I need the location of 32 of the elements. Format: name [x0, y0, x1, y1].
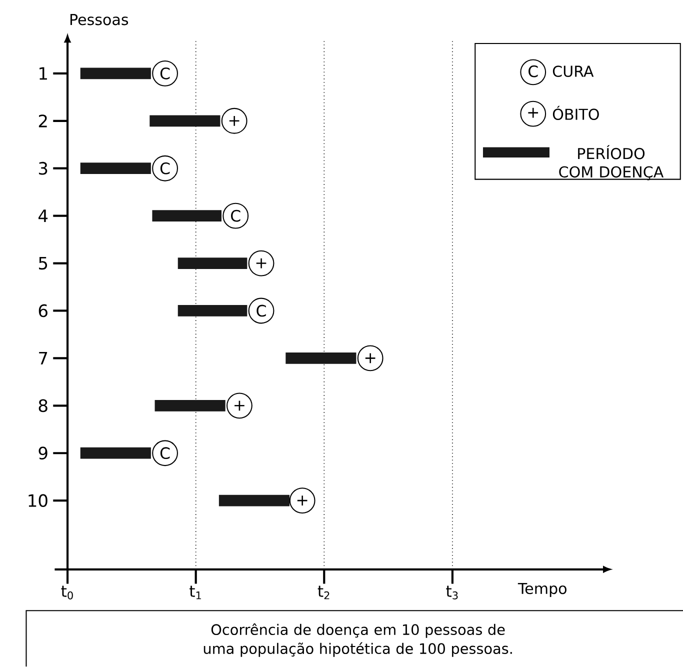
data-label: C [160, 162, 170, 174]
data-label: C [160, 447, 170, 460]
y-tick-label: 3 [38, 162, 48, 175]
y-tick-label: 6 [38, 304, 48, 318]
y-tick-label: 10 [28, 494, 48, 508]
y-tick-label: 9 [38, 446, 48, 460]
x-tick-label: t$_{1}$ [190, 586, 201, 600]
data-label: + [297, 496, 308, 506]
text: Ocorrência de doença em 10 pessoas de uma população hipotética de 100 pessoas. [204, 624, 512, 658]
x-tick-label: t$_{0}$ [61, 586, 73, 600]
y-tick-label: 1 [40, 67, 47, 80]
data-label: C [160, 68, 170, 80]
text: + [528, 108, 538, 118]
y-tick-label: 4 [38, 210, 48, 222]
data-label: C [256, 304, 266, 317]
y-axis-title: Pessoas [70, 14, 128, 26]
legend-label: CURA [552, 66, 594, 78]
x-tick-label: t$_{3}$ [446, 586, 458, 600]
y-tick-label: 7 [39, 352, 48, 365]
data-label: + [256, 258, 266, 268]
y-tick-label: 5 [39, 257, 48, 270]
data-label: C [231, 210, 240, 222]
y-tick-label: 2 [38, 114, 47, 128]
data-label: + [234, 400, 244, 411]
x-axis-title: Tempo [518, 583, 566, 598]
legend-label: ÓBITO [552, 106, 599, 120]
data-label: + [365, 353, 376, 364]
x-tick-label: t$_{2}$ [318, 586, 330, 600]
data-label: + [229, 116, 240, 126]
text: C [528, 66, 538, 78]
y-tick-label: 8 [38, 399, 48, 412]
legend-label: PERÍODO COM DOENÇA [559, 145, 664, 180]
